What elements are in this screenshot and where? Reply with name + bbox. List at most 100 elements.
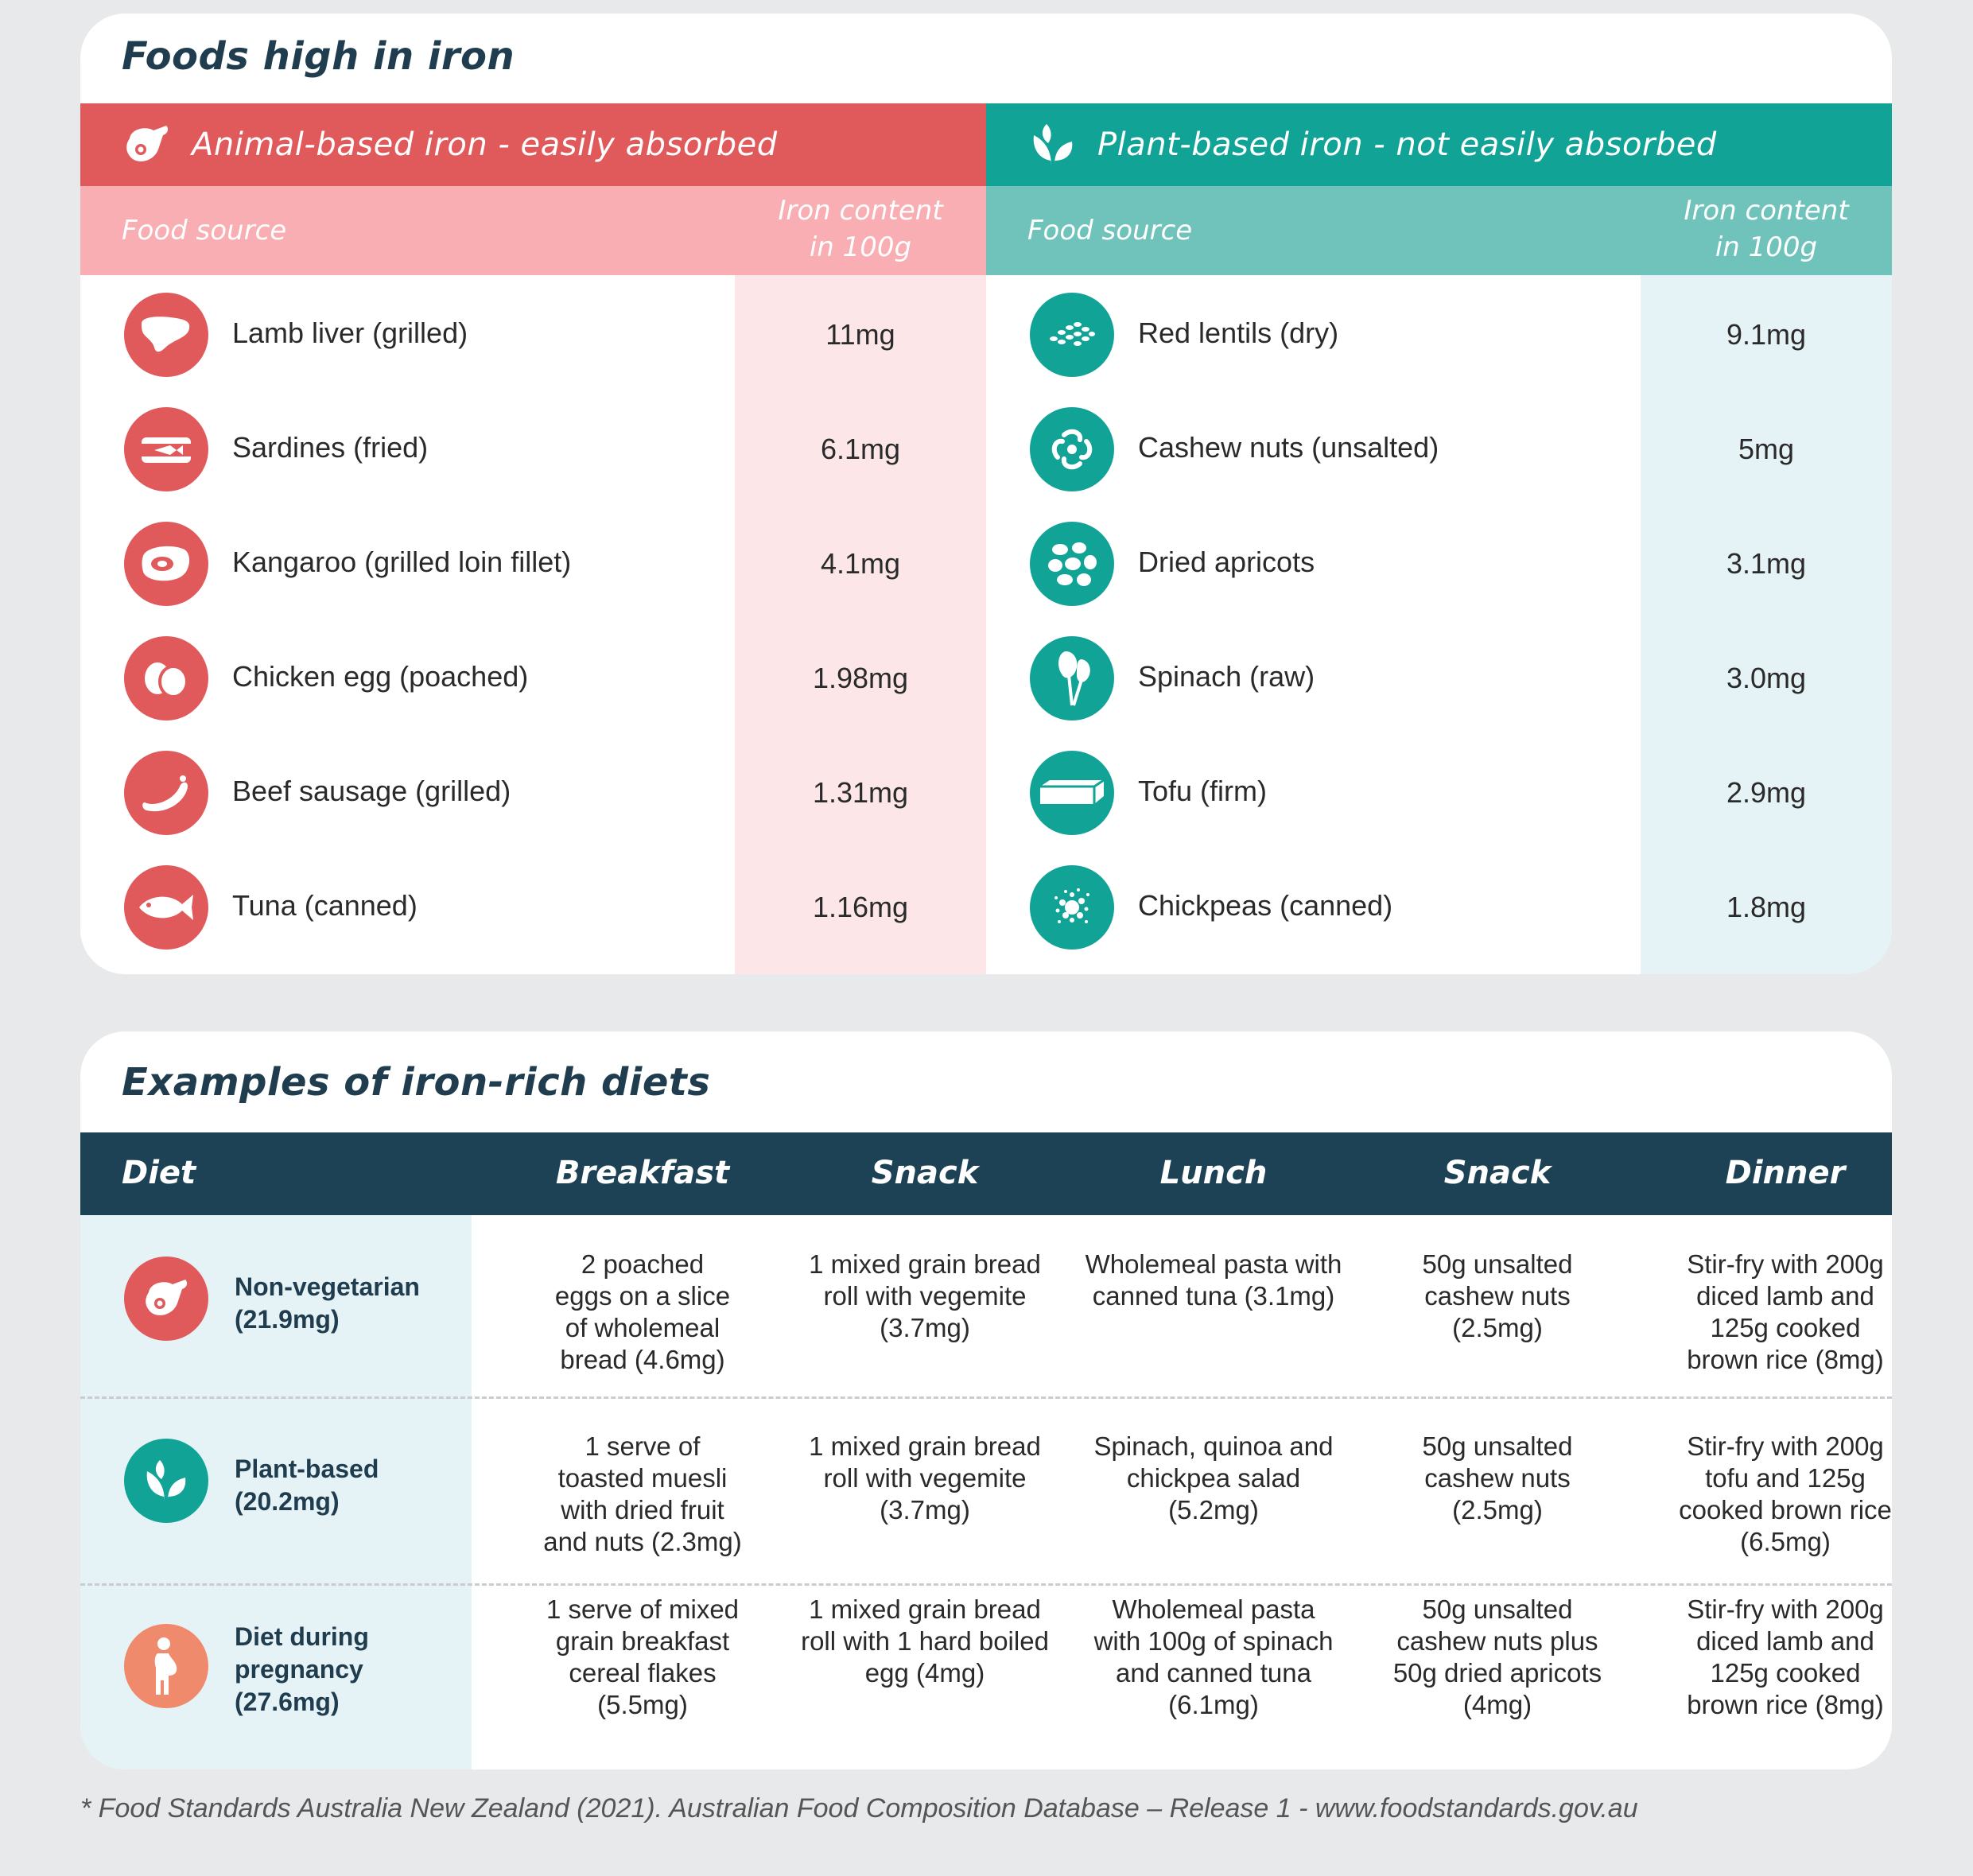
lunch-cell: Wholemeal pasta with 100g of spinach and c… xyxy=(1054,1594,1373,1721)
tofu-icon xyxy=(1030,751,1114,835)
eggs-icon xyxy=(124,636,208,720)
food-source-header: Food source xyxy=(122,215,287,247)
iron-value: 3.1mg xyxy=(1726,547,1807,580)
iron-value: 6.1mg xyxy=(820,433,901,465)
food-row: Spinach (raw) 3.0mg xyxy=(986,619,1892,733)
cell-line: bread (4.6mg) xyxy=(560,1345,725,1374)
food-name: Spinach (raw) xyxy=(1138,660,1315,693)
cell-line: cashew nuts xyxy=(1424,1463,1571,1493)
cell-line: tofu and 125g xyxy=(1705,1463,1866,1493)
diet-name: Diet during xyxy=(235,1622,369,1651)
iron-foods-card: Foods high in iron Animal-based iron - e… xyxy=(80,14,1892,974)
cell-line: of wholemeal xyxy=(565,1313,720,1342)
food-row: Chicken egg (poached) 1.98mg xyxy=(80,619,986,733)
food-name: Cashew nuts (unsalted) xyxy=(1138,431,1439,464)
snack-2-cell: 50g unsalted cashew nuts plus 50g dried ap… xyxy=(1338,1594,1656,1721)
cell-line: 50g dried apricots xyxy=(1392,1658,1602,1688)
cell-line: (5.2mg) xyxy=(1168,1495,1259,1524)
cell-line: egg (4mg) xyxy=(864,1658,985,1688)
iron-diets-card: Examples of iron-rich diets Diet Breakfa… xyxy=(80,1031,1892,1769)
iron-content-header-line2: in 100g xyxy=(809,231,912,263)
plant-value-column xyxy=(1641,275,1892,974)
cell-line: 50g unsalted xyxy=(1422,1249,1573,1279)
header-snack-2: Snack xyxy=(1443,1155,1552,1191)
cell-line: eggs on a slice xyxy=(554,1281,731,1311)
cell-line: roll with vegemite xyxy=(823,1463,1027,1493)
iron-value: 9.1mg xyxy=(1726,318,1807,351)
iron-value: 1.31mg xyxy=(812,776,909,809)
snack-2-cell: 50g unsalted cashew nuts (2.5mg) xyxy=(1338,1431,1656,1526)
food-row: Chickpeas (canned) 1.8mg xyxy=(986,848,1892,962)
row-divider xyxy=(80,1396,1892,1399)
spinach-icon xyxy=(1030,636,1114,720)
cell-line: diced lamb and xyxy=(1696,1281,1874,1311)
cell-line: 50g unsalted xyxy=(1422,1431,1573,1461)
diet-iron-total: (21.9mg) xyxy=(235,1305,340,1334)
food-row: Sardines (fried) 6.1mg xyxy=(80,390,986,504)
cell-line: roll with 1 hard boiled xyxy=(801,1626,1049,1656)
leaf-icon xyxy=(124,1439,208,1523)
header-breakfast: Breakfast xyxy=(555,1155,730,1191)
chickpeas-icon xyxy=(1030,865,1114,950)
cell-line: 125g cooked xyxy=(1710,1658,1861,1688)
meat-icon xyxy=(124,1256,208,1341)
meat-icon xyxy=(122,119,173,170)
food-name: Tofu (firm) xyxy=(1138,775,1267,807)
iron-content-header: Iron content in 100g xyxy=(1641,192,1892,266)
cell-line: 2 poached xyxy=(581,1249,705,1279)
source-footnote: * Food Standards Australia New Zealand (… xyxy=(80,1793,1638,1824)
food-name: Beef sausage (grilled) xyxy=(232,775,511,807)
dinner-cell: Stir-fry with 200g tofu and 125g cooked br… xyxy=(1626,1431,1892,1558)
plant-iron-heading: Plant-based iron - not easily absorbed xyxy=(1097,126,1717,163)
cell-line: (2.5mg) xyxy=(1452,1313,1543,1342)
iron-value: 1.8mg xyxy=(1726,891,1807,923)
food-source-header: Food source xyxy=(1027,215,1193,247)
iron-content-header-line2: in 100g xyxy=(1715,231,1818,263)
diet-label: Diet during pregnancy (27.6mg) xyxy=(235,1621,369,1719)
lentils-icon xyxy=(1030,293,1114,377)
food-name: Lamb liver (grilled) xyxy=(232,317,468,349)
plant-iron-section: Plant-based iron - not easily absorbed F… xyxy=(986,103,1892,974)
animal-iron-banner: Animal-based iron - easily absorbed xyxy=(80,103,986,186)
fish-icon xyxy=(124,865,208,950)
animal-value-column xyxy=(735,275,986,974)
leaf-icon xyxy=(1027,119,1078,170)
cashew-icon xyxy=(1030,407,1114,491)
cell-line: grain breakfast xyxy=(555,1626,730,1656)
animal-iron-heading: Animal-based iron - easily absorbed xyxy=(192,126,778,163)
plant-column-header: Food source Iron content in 100g xyxy=(986,186,1892,275)
cell-line: and nuts (2.3mg) xyxy=(543,1527,742,1556)
food-name: Sardines (fried) xyxy=(232,431,429,464)
cell-line: Stir-fry with 200g xyxy=(1687,1594,1884,1624)
breakfast-cell: 1 serve of mixed grain breakfast cereal fl… xyxy=(507,1594,778,1721)
row-divider xyxy=(80,1583,1892,1586)
cell-line: Spinach, quinoa and xyxy=(1093,1431,1334,1461)
cell-line: Wholemeal pasta with xyxy=(1085,1249,1342,1279)
cell-line: canned tuna (3.1mg) xyxy=(1092,1281,1335,1311)
iron-value: 5mg xyxy=(1738,433,1795,465)
food-row: Lamb liver (grilled) 11mg xyxy=(80,275,986,390)
cell-line: with dried fruit xyxy=(561,1495,724,1524)
diet-row-non-vegetarian: Non-vegetarian (21.9mg) 2 poached eggs on… xyxy=(80,1215,1892,1396)
iron-diets-title: Examples of iron-rich diets xyxy=(122,1060,711,1105)
iron-content-header-line1: Iron content xyxy=(778,195,943,227)
food-name: Dried apricots xyxy=(1138,546,1315,578)
cell-line: (2.5mg) xyxy=(1452,1495,1543,1524)
iron-value: 2.9mg xyxy=(1726,776,1807,809)
cell-line: cereal flakes xyxy=(569,1658,717,1688)
header-snack-1: Snack xyxy=(871,1155,979,1191)
iron-content-header: Iron content in 100g xyxy=(735,192,986,266)
cell-line: brown rice (8mg) xyxy=(1687,1345,1884,1374)
dinner-cell: Stir-fry with 200g diced lamb and 125g coo… xyxy=(1626,1594,1892,1721)
breakfast-cell: 1 serve of toasted muesli with dried fruit… xyxy=(507,1431,778,1558)
food-name: Red lentils (dry) xyxy=(1138,317,1339,349)
header-lunch: Lunch xyxy=(1159,1155,1268,1191)
food-row: Dried apricots 3.1mg xyxy=(986,504,1892,619)
snack-1-cell: 1 mixed grain bread roll with vegemite (3.… xyxy=(766,1431,1084,1526)
cell-line: diced lamb and xyxy=(1696,1626,1874,1656)
diet-label: Non-vegetarian (21.9mg) xyxy=(235,1271,420,1336)
cell-line: Stir-fry with 200g xyxy=(1687,1249,1884,1279)
food-name: Kangaroo (grilled loin fillet) xyxy=(232,546,572,578)
diet-name: Non-vegetarian xyxy=(235,1272,420,1301)
cell-line: cashew nuts plus xyxy=(1396,1626,1598,1656)
